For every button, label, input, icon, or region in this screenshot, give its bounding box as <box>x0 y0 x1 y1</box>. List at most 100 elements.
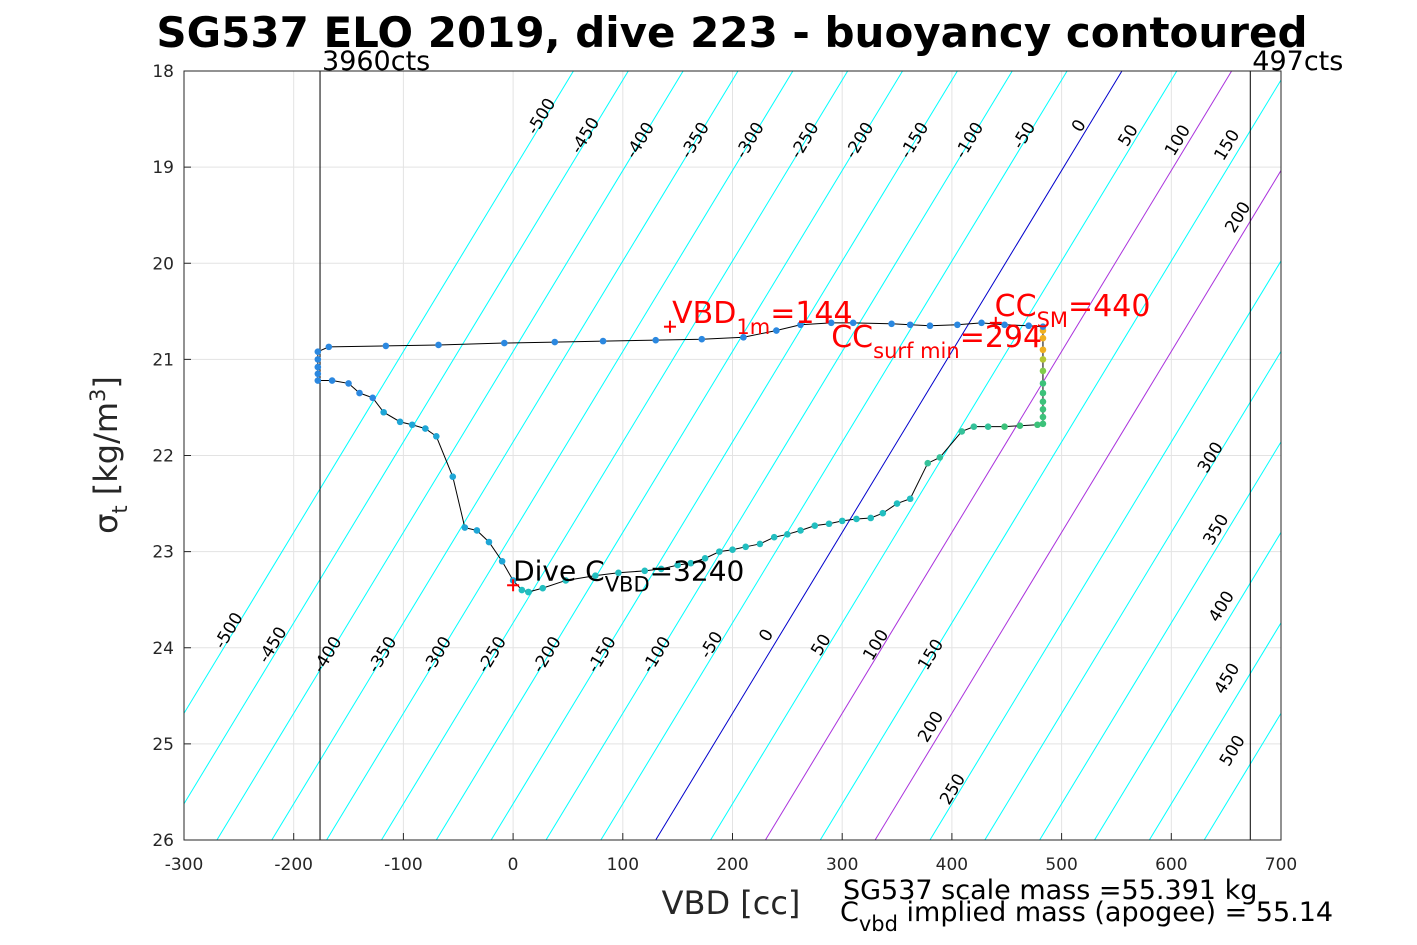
trace-point <box>657 565 665 573</box>
contour-label: -400 <box>309 633 346 676</box>
trace-point <box>473 527 481 534</box>
trace-point <box>592 572 599 579</box>
trace-point <box>314 370 322 378</box>
trace-point <box>698 335 706 343</box>
y-ticks: 18 19 20 21 22 23 24 25 26 <box>152 62 191 851</box>
trace-point <box>433 432 440 440</box>
trace-point <box>893 500 901 507</box>
y-tick-label: 21 <box>152 350 174 370</box>
trace-point <box>756 540 764 548</box>
contour-label: -300 <box>732 119 769 162</box>
trace-point <box>716 548 723 555</box>
trace-point <box>849 319 857 327</box>
x-tick-label: 0 <box>508 855 519 875</box>
cc-surf-min-annotation: CCsurf min=294 <box>831 320 1042 363</box>
chart-title: SG537 ELO 2019, dive 223 - buoyancy cont… <box>156 8 1307 57</box>
contour-label: -350 <box>364 633 401 676</box>
y-tick-label: 26 <box>152 831 174 851</box>
trace-point <box>328 377 336 384</box>
contour-label: 100 <box>859 626 893 664</box>
x-tick-label: 500 <box>1045 855 1077 875</box>
trace-point <box>936 454 944 461</box>
contour-line <box>545 71 1013 840</box>
trace-point <box>1001 423 1008 430</box>
scale-mass-text: SG537 scale mass =55.391 kg <box>843 875 1257 906</box>
contour-label: 0 <box>755 626 778 646</box>
trace-point <box>1039 367 1047 375</box>
y-tick-label: 22 <box>152 447 174 467</box>
contour-label: 0 <box>1068 116 1091 136</box>
y-tick-label: 18 <box>152 62 174 82</box>
contour-line <box>216 71 684 840</box>
x-tick-label: 300 <box>826 855 858 875</box>
trace-point <box>906 321 914 329</box>
buoyancy-contours <box>184 71 1281 840</box>
contour-line <box>1148 621 1281 840</box>
contour-line <box>710 71 1178 840</box>
trace-point <box>369 394 376 402</box>
y-tick-label: 25 <box>152 735 174 755</box>
trace-point <box>1039 420 1047 428</box>
trace-point <box>906 495 914 503</box>
y-axis-label: σt [kg/m3] <box>86 376 132 534</box>
trace-point <box>853 515 860 523</box>
trace-point <box>1039 323 1047 330</box>
trace-point <box>926 322 934 330</box>
contour-label: -400 <box>622 119 659 162</box>
trace-point <box>380 408 387 416</box>
trace-point <box>539 584 547 592</box>
trace-point <box>435 341 442 349</box>
trace-point <box>970 423 978 430</box>
trace-point <box>984 423 992 430</box>
contour-line <box>929 260 1281 840</box>
contour-label: 150 <box>1210 126 1244 164</box>
vbd-limit-lines: 3960cts 497cts <box>319 46 1343 840</box>
contour-line <box>764 71 1233 840</box>
trace-point <box>687 559 695 567</box>
contour-label: -250 <box>474 633 511 676</box>
contour-line <box>184 71 574 715</box>
contour-line <box>184 71 629 805</box>
y-tick-label: 20 <box>152 254 174 274</box>
trace-point <box>1001 321 1008 329</box>
trace-point <box>1016 422 1024 430</box>
trace-point <box>1039 389 1047 397</box>
markers <box>507 316 1002 592</box>
trace-point <box>562 577 570 584</box>
x-tick-label: 700 <box>1265 855 1297 875</box>
trace-point <box>408 421 416 429</box>
trace-point <box>396 418 404 426</box>
trace-point <box>1039 356 1047 363</box>
trace-point <box>674 561 681 569</box>
trace-point <box>825 520 833 528</box>
contour-line <box>819 79 1281 840</box>
x-tick-label: 600 <box>1155 855 1187 875</box>
trace-point <box>449 473 457 480</box>
trace-point <box>1039 380 1047 387</box>
y-tick-label: 19 <box>152 158 174 178</box>
trace-point <box>958 428 966 435</box>
trace-point <box>422 425 429 432</box>
contour-label: 300 <box>1194 439 1228 477</box>
trace-point <box>615 569 622 577</box>
trace-point <box>652 336 660 344</box>
cc-sm-annotation: CCSM=440 <box>995 289 1151 332</box>
contour-label: -500 <box>211 609 248 652</box>
trace-point <box>314 356 322 363</box>
implied-mass-text: Cvbd implied mass (apogee) = 55.14 <box>840 897 1333 936</box>
contour-label: 200 <box>914 708 948 746</box>
trace-point <box>461 524 469 531</box>
trace-point <box>641 567 649 575</box>
trace-point <box>784 531 791 538</box>
trace-point <box>827 319 835 327</box>
trace-point <box>701 555 709 562</box>
x-tick-label: 200 <box>716 855 748 875</box>
trace-point <box>797 321 804 329</box>
contour-label: 50 <box>807 631 835 660</box>
trace-point <box>551 338 559 346</box>
contour-label: 50 <box>1114 121 1142 150</box>
contour-line <box>326 71 794 840</box>
contour-line <box>271 71 739 840</box>
trace-point <box>879 509 887 517</box>
contour-label: 400 <box>1205 588 1239 626</box>
